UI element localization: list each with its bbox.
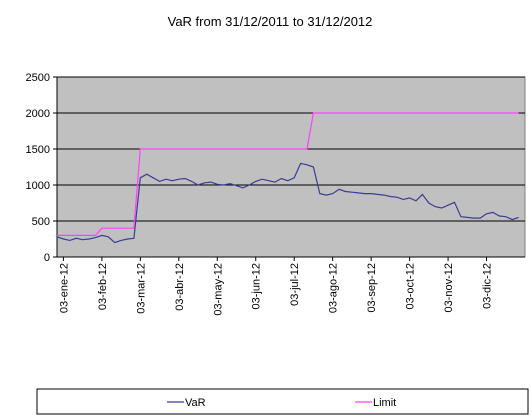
x-tick-label: 03-feb-12 [97, 263, 109, 310]
x-tick-label: 03-sep-12 [366, 263, 378, 313]
x-tick-label: 03-ene-12 [58, 263, 70, 313]
series-line [57, 112, 519, 236]
x-tick-label: 03-jul-12 [289, 263, 301, 306]
y-tick-label: 0 [44, 252, 50, 264]
y-tick-label: 500 [32, 216, 50, 228]
legend-box [36, 388, 529, 415]
y-tick-label: 2500 [26, 72, 50, 84]
legend-label: Limit [373, 397, 396, 409]
y-tick-label: 2000 [26, 108, 50, 120]
y-tick-label: 1500 [26, 144, 50, 156]
x-tick-label: 03-dic-12 [482, 263, 494, 309]
x-tick-label: 03-jun-12 [251, 263, 263, 309]
x-tick-label: 03-nov-12 [443, 263, 455, 313]
x-tick-label: 03-oct-12 [405, 263, 417, 309]
x-tick-label: 03-ago-12 [328, 263, 340, 313]
series-line [56, 162, 519, 244]
chart-title: VaR from 31/12/2011 to 31/12/2012 [168, 14, 373, 29]
x-tick-label: 03-abr-12 [174, 263, 186, 311]
legend-label: VaR [185, 397, 206, 409]
x-tick-label: 03-may-12 [212, 263, 224, 316]
y-tick-label: 1000 [26, 180, 50, 192]
x-tick-label: 03-mar-12 [135, 263, 147, 314]
plot-area [56, 76, 526, 258]
